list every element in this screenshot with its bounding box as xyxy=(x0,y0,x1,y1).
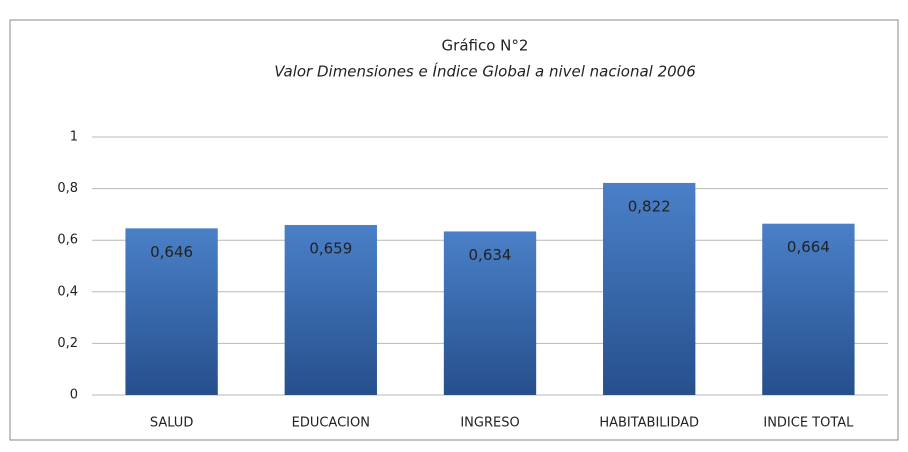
y-tick-label: 0,4 xyxy=(57,284,78,299)
y-tick-label: 1 xyxy=(70,130,78,145)
chart-title: Gráfico N°2 xyxy=(442,37,529,55)
bar xyxy=(125,228,218,395)
bar xyxy=(443,231,537,395)
bar xyxy=(284,224,377,395)
value-label: 0,822 xyxy=(628,197,671,215)
y-tick-label: 0,8 xyxy=(57,181,78,196)
y-tick-label: 0,6 xyxy=(57,233,78,248)
chart-subtitle: Valor Dimensiones e Índice Global a nive… xyxy=(274,62,696,81)
bar xyxy=(603,182,696,395)
y-tick-label: 0 xyxy=(70,388,78,403)
bar xyxy=(762,223,855,395)
x-tick-label: EDUCACION xyxy=(292,416,370,431)
y-tick-label: 0,2 xyxy=(57,336,78,351)
x-tick-label: INGRESO xyxy=(460,416,519,431)
x-tick-label: HABITABILIDAD xyxy=(599,416,699,431)
value-label: 0,646 xyxy=(150,243,193,261)
value-label: 0,634 xyxy=(469,246,512,264)
x-tick-label: INDICE TOTAL xyxy=(763,416,854,431)
x-tick-label: SALUD xyxy=(150,416,194,431)
value-label: 0,659 xyxy=(309,239,352,257)
value-label: 0,664 xyxy=(787,238,830,256)
